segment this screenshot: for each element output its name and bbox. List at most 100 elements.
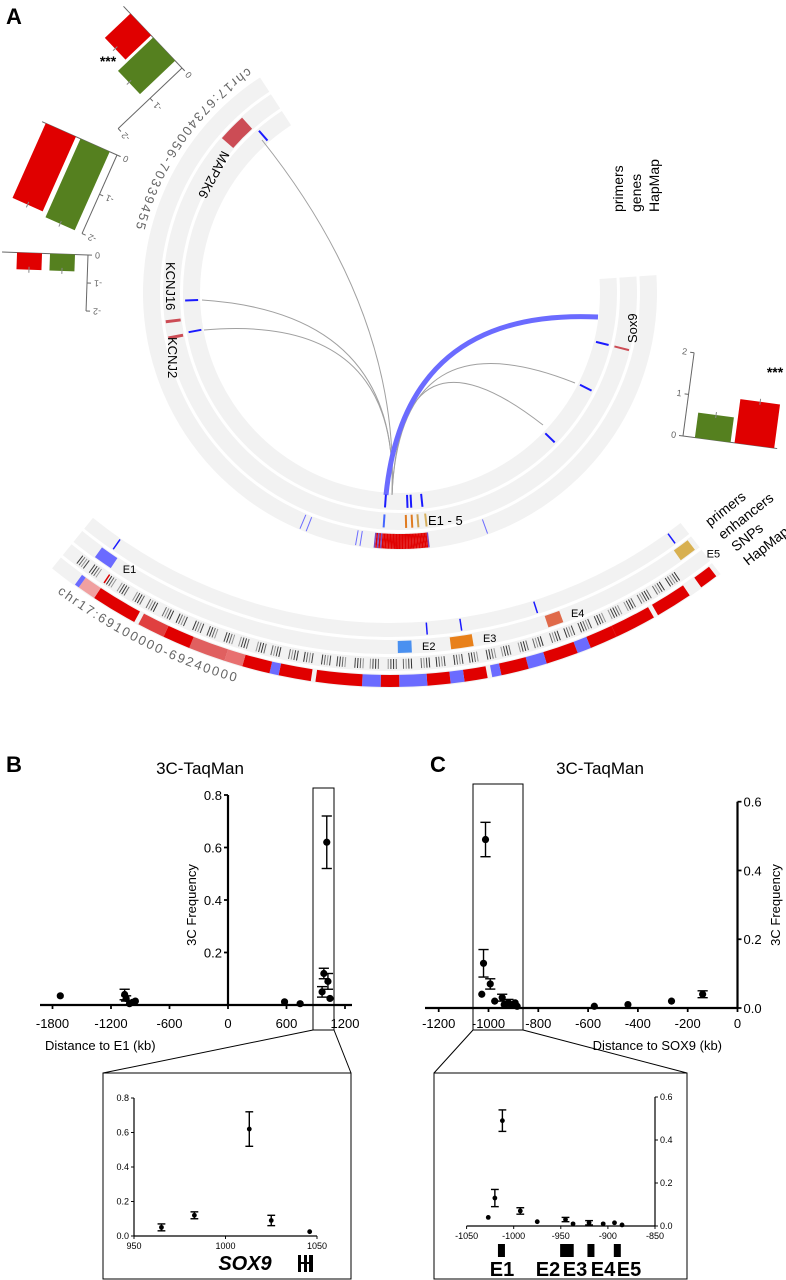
snp-mark <box>354 657 356 668</box>
data-point <box>159 1224 164 1230</box>
hapmap-block <box>278 663 313 682</box>
snp-mark <box>645 589 652 599</box>
expression-chart-3: 0 -1 -2 <box>2 250 102 316</box>
expression-tick <box>117 128 122 132</box>
link-primer <box>391 381 544 496</box>
snp-mark <box>80 558 88 568</box>
snp-mark <box>435 656 438 667</box>
expression-tick-label: 1 <box>676 388 682 399</box>
hapmap-block <box>380 674 400 687</box>
x-tick-label: -1800 <box>36 1016 69 1031</box>
hapmap-block <box>543 641 578 664</box>
snp-mark <box>199 623 205 634</box>
hapmap-block <box>376 532 380 549</box>
expression-tick-label: -1 <box>151 100 164 113</box>
zoom-enhancer-labels: E1 E2 E3 E4 E5 <box>123 548 720 653</box>
expression-tick-label: -1 <box>104 193 115 205</box>
snp-mark <box>182 616 188 627</box>
panel-label-c: C <box>430 752 446 777</box>
snp-mark <box>638 593 645 603</box>
primer-mark <box>112 538 121 550</box>
enhancer-marker-e5 <box>613 1244 621 1257</box>
enhancer-block-e1 <box>94 547 118 569</box>
track-label-primers: primers <box>610 165 626 212</box>
x-tick-label: -200 <box>675 1016 701 1031</box>
snp-mark <box>428 657 431 668</box>
hapmap-block <box>425 532 429 548</box>
snp-mark <box>443 656 446 667</box>
data-point <box>517 1208 523 1214</box>
chart-c: -1200 -1000 -800 -600 -400 -200 00.0 0.2 0.4 0.6 <box>422 795 762 1031</box>
x-tick-label: 950 <box>126 1241 141 1251</box>
snp-mark <box>197 622 202 633</box>
snp-mark <box>587 618 593 629</box>
zoom-frames <box>102 783 688 1280</box>
significance-label: *** <box>767 364 784 380</box>
snp-mark <box>295 650 299 661</box>
expression-baseline <box>2 251 89 256</box>
snp-mark <box>455 654 459 665</box>
snp-mark <box>570 625 576 636</box>
snp-mark <box>95 568 102 578</box>
expression-tick <box>149 97 154 102</box>
y-tick-label: 0.4 <box>116 1162 129 1172</box>
enhancer-marker-e1 <box>497 1244 505 1257</box>
expression-error-bar <box>759 398 762 405</box>
snp-mark <box>168 610 175 620</box>
data-point <box>318 988 326 996</box>
x-tick-label: -1050 <box>455 1231 478 1241</box>
snp-mark <box>228 633 233 644</box>
snp-mark <box>329 655 332 666</box>
primer-mark <box>420 493 424 507</box>
data-point <box>296 1000 304 1008</box>
expression-bar-red <box>12 123 76 212</box>
link-sox9 <box>383 314 599 496</box>
snp-mark <box>612 607 618 617</box>
y-tick-label: 0.6 <box>660 1092 673 1102</box>
hapmap-block <box>387 533 390 549</box>
primer-mark <box>667 533 676 544</box>
data-point <box>491 997 499 1005</box>
y-tick-label: 0.0 <box>744 1001 762 1016</box>
hapmap-block <box>355 530 359 546</box>
hapmap-block <box>426 532 430 548</box>
snp-mark <box>577 622 582 633</box>
x-tick-label: -950 <box>552 1231 570 1241</box>
snp-mark <box>278 647 282 658</box>
snp-mark <box>630 598 637 608</box>
snp-mark <box>500 646 504 657</box>
snp-mark <box>488 649 492 660</box>
enhancer-label-e5: E5 <box>617 1259 641 1280</box>
track-label-hapmap: HapMap <box>646 159 662 212</box>
primer-mark <box>595 340 609 346</box>
link-map2k6 <box>261 139 393 496</box>
primer-mark <box>533 601 539 614</box>
expression-bar-green <box>45 138 110 231</box>
snp-mark <box>593 615 599 626</box>
data-point <box>590 1002 598 1010</box>
data-point <box>699 990 707 998</box>
hapmap-block <box>694 566 717 588</box>
expression-bar-green <box>117 37 176 95</box>
hapmap-block <box>359 530 363 546</box>
hapmap-block <box>414 533 418 549</box>
chart-b-xlabel: Distance to E1 (kb) <box>45 1038 156 1053</box>
snp-mark <box>440 656 443 667</box>
snp-mark <box>654 584 661 594</box>
snp-mark <box>470 652 474 663</box>
data-point <box>122 994 130 1003</box>
hapmap-block <box>652 585 690 616</box>
hapmap-block <box>413 533 416 549</box>
link-kcnj2 <box>203 328 393 496</box>
snp-mark <box>493 648 497 659</box>
snp-mark <box>656 582 663 592</box>
snp-mark <box>320 654 324 665</box>
snp-mark <box>152 602 159 612</box>
expression-error-bar <box>112 46 118 52</box>
enhancer-mark <box>410 514 414 528</box>
primer-mark <box>258 130 269 142</box>
snp-mark <box>123 586 130 596</box>
snp-mark <box>258 642 262 653</box>
x-tick-label: -1000 <box>472 1016 505 1031</box>
expression-tick <box>116 154 121 158</box>
